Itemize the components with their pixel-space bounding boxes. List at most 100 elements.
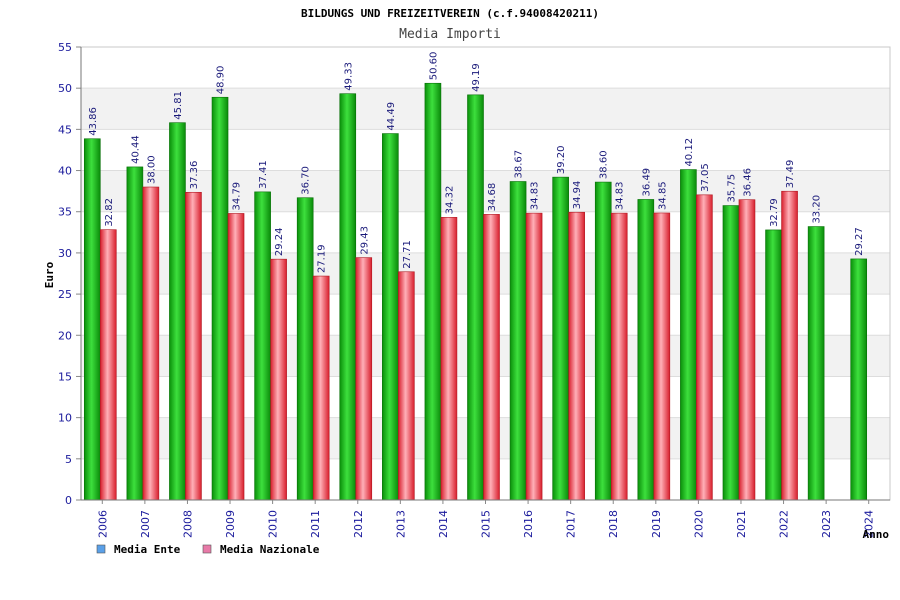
value-label-media-nazionale: 37.05 xyxy=(700,163,711,192)
value-label-media-ente: 38.67 xyxy=(514,150,525,179)
grid-band xyxy=(81,129,890,171)
value-label-media-ente: 40.44 xyxy=(130,135,141,164)
value-label-media-ente: 36.49 xyxy=(641,168,652,197)
value-label-media-ente: 49.19 xyxy=(471,63,482,92)
value-label-media-nazionale: 34.94 xyxy=(572,181,583,210)
bar-media-nazionale xyxy=(142,186,160,501)
value-label-media-nazionale: 37.36 xyxy=(189,161,200,190)
bar-media-nazionale xyxy=(398,271,415,501)
y-tick-label: 35 xyxy=(58,206,72,219)
x-tick-label: 2008 xyxy=(181,510,194,538)
bar-media-ente xyxy=(83,138,101,501)
bar-media-nazionale xyxy=(185,191,202,501)
value-label-media-nazionale: 27.71 xyxy=(402,240,413,269)
value-label-media-ente: 29.27 xyxy=(854,227,865,256)
x-tick-label: 2020 xyxy=(692,510,705,538)
y-tick-label: 40 xyxy=(58,165,72,178)
value-labels: 43.86 32.82 40.44 38.00 45.81 37.36 48.90 34.79… xyxy=(88,52,865,273)
bar-media-nazionale xyxy=(525,212,543,501)
bar-media-ente xyxy=(254,191,271,501)
x-tick-label: 2011 xyxy=(309,510,322,538)
bar-media-ente xyxy=(765,229,782,501)
bar-media-nazionale xyxy=(696,194,713,501)
y-tick-label: 15 xyxy=(58,370,72,383)
x-tick-label: 2018 xyxy=(607,510,620,538)
bar-media-ente xyxy=(722,205,740,501)
chart-title: BILDUNGS UND FREIZEITVEREIN (c.f.9400842… xyxy=(301,7,599,20)
value-label-media-ente: 33.20 xyxy=(812,195,823,224)
bar-media-ente xyxy=(509,181,527,501)
chart-subtitle: Media Importi xyxy=(399,27,501,42)
bar-media-ente xyxy=(637,199,655,501)
bar-media-ente xyxy=(382,133,399,501)
bar-media-nazionale xyxy=(227,213,245,501)
x-tick-label: 2010 xyxy=(267,510,280,538)
bar-media-ente xyxy=(169,122,186,501)
bar-media-nazionale xyxy=(312,275,330,501)
value-label-media-ente: 50.60 xyxy=(428,52,439,81)
bar-media-ente xyxy=(339,93,357,501)
y-tick-label: 50 xyxy=(58,82,72,95)
bar-media-ente xyxy=(467,94,484,501)
x-tick-label: 2019 xyxy=(650,510,663,538)
x-tick-label: 2021 xyxy=(735,510,748,538)
legend-label-ente: Media Ente xyxy=(114,543,181,556)
y-tick-label: 10 xyxy=(58,412,72,425)
bars-layer xyxy=(83,82,868,501)
value-label-media-ente: 32.79 xyxy=(769,198,780,227)
y-tick-label: 55 xyxy=(58,41,72,54)
grid-band xyxy=(81,47,890,89)
value-label-media-nazionale: 34.83 xyxy=(615,181,626,210)
x-tick-label: 2022 xyxy=(778,510,791,538)
value-label-media-ente: 36.70 xyxy=(301,166,312,195)
value-label-media-ente: 40.12 xyxy=(684,138,695,167)
bar-media-ente xyxy=(807,226,825,501)
y-tick-label: 0 xyxy=(65,494,72,507)
bar-media-ente xyxy=(424,82,442,501)
bar-media-nazionale xyxy=(781,190,798,501)
y-tick-label: 30 xyxy=(58,247,72,260)
bar-media-nazionale xyxy=(99,229,117,501)
y-axis-label: Euro xyxy=(43,261,56,288)
value-label-media-ente: 35.75 xyxy=(726,174,737,203)
value-label-media-nazionale: 34.83 xyxy=(530,181,541,210)
value-label-media-ente: 39.20 xyxy=(556,145,567,174)
x-tick-label: 2017 xyxy=(565,510,578,538)
value-label-media-ente: 45.81 xyxy=(173,91,184,120)
y-tick-label: 25 xyxy=(58,288,72,301)
x-tick-label: 2015 xyxy=(480,510,493,538)
legend-swatch-nazionale xyxy=(202,544,212,554)
value-label-media-nazionale: 34.68 xyxy=(487,183,498,212)
x-axis-label: Anno xyxy=(863,528,890,541)
value-label-media-nazionale: 38.00 xyxy=(146,155,157,184)
x-tick-label: 2006 xyxy=(96,510,109,538)
value-label-media-nazionale: 34.32 xyxy=(444,186,455,215)
value-label-media-ente: 48.90 xyxy=(216,66,227,95)
axes: 0 5 10 15 20 25 30 35 40 45 50 55 2006 2007 2008 2009 20… xyxy=(58,41,890,538)
x-tick-label: 2012 xyxy=(352,510,365,538)
x-tick-label: 2023 xyxy=(820,510,833,538)
bar-media-nazionale xyxy=(653,212,671,501)
bar-media-ente xyxy=(850,258,868,501)
y-tick-label: 45 xyxy=(58,123,72,136)
x-tick-label: 2007 xyxy=(139,510,152,538)
legend-swatch-ente xyxy=(96,544,106,554)
bar-media-ente xyxy=(296,197,314,501)
value-label-media-ente: 37.41 xyxy=(258,160,269,189)
x-tick-label: 2013 xyxy=(394,510,407,538)
value-label-media-nazionale: 32.82 xyxy=(104,198,115,227)
value-label-media-nazionale: 29.24 xyxy=(274,228,285,257)
bar-media-nazionale xyxy=(440,217,458,501)
value-label-media-ente: 43.86 xyxy=(88,107,99,136)
value-label-media-nazionale: 34.79 xyxy=(232,182,243,211)
value-label-media-nazionale: 27.19 xyxy=(317,244,328,273)
bar-media-ente xyxy=(211,96,229,501)
value-label-media-ente: 38.60 xyxy=(599,150,610,179)
x-tick-label: 2014 xyxy=(437,510,450,538)
value-label-media-ente: 44.49 xyxy=(386,102,397,131)
value-label-media-nazionale: 37.49 xyxy=(785,160,796,189)
y-tick-label: 20 xyxy=(58,329,72,342)
bar-media-ente xyxy=(126,166,144,501)
x-tick-label: 2016 xyxy=(522,510,535,538)
bar-media-ente xyxy=(594,181,612,501)
